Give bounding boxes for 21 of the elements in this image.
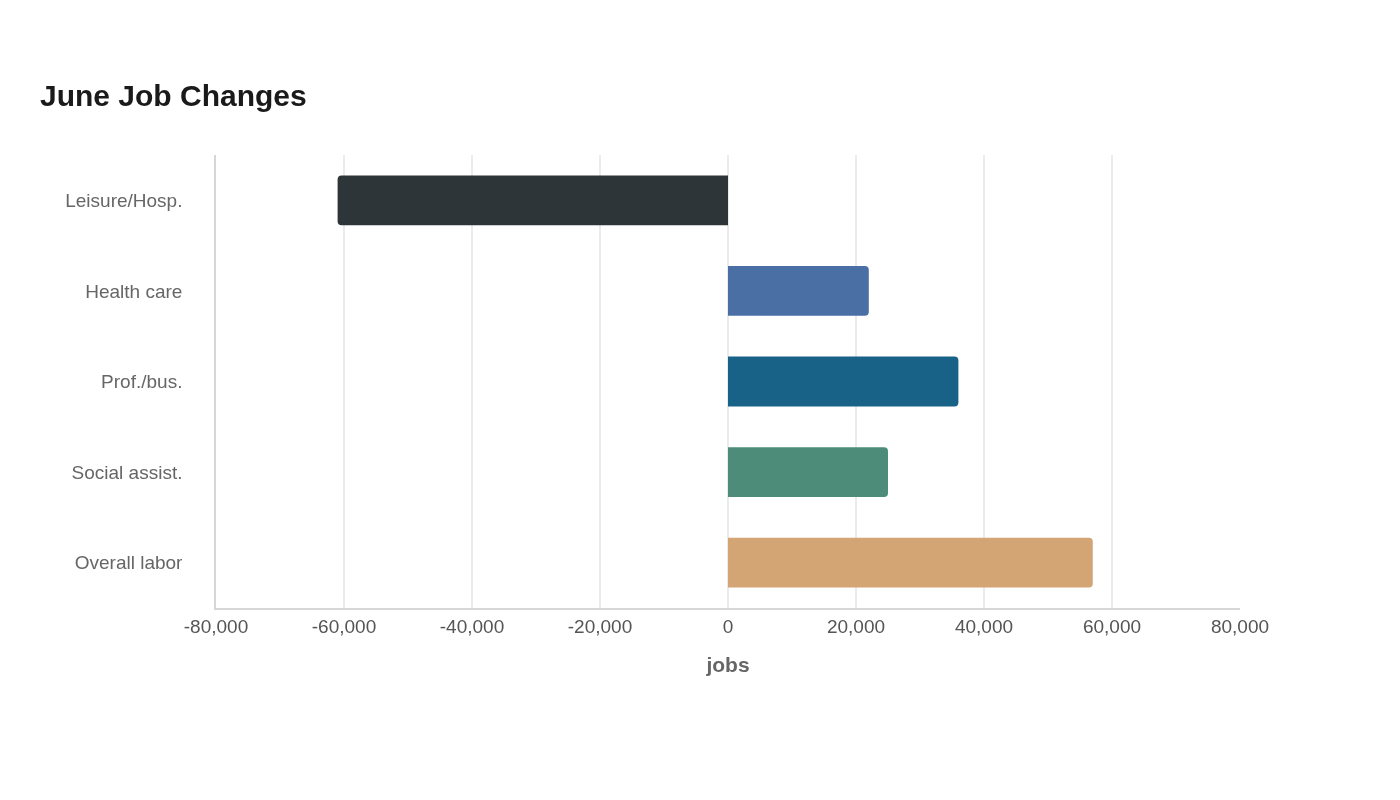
x-axis-title: jobs xyxy=(705,653,750,677)
y-tick-label: Social assist. xyxy=(71,461,183,483)
x-tick-label: 0 xyxy=(722,615,734,637)
x-tick-label: 40,000 xyxy=(954,615,1014,637)
x-tick-label: 60,000 xyxy=(1082,615,1142,637)
x-tick-label: -80,000 xyxy=(183,615,249,637)
bar xyxy=(728,447,888,498)
x-tick-label: 80,000 xyxy=(1210,615,1270,637)
bar xyxy=(728,537,1093,588)
x-tick-label: -20,000 xyxy=(567,615,633,637)
x-tick-label: -40,000 xyxy=(439,615,505,637)
y-tick-label: Prof./bus. xyxy=(101,371,183,393)
x-tick-label: -60,000 xyxy=(311,615,377,637)
x-tick-label: 20,000 xyxy=(826,615,886,637)
bar xyxy=(337,175,728,226)
y-tick-label: Leisure/Hosp. xyxy=(65,189,183,211)
chart-title: June Job Changes xyxy=(40,78,307,112)
y-tick-label: Health care xyxy=(85,280,183,302)
bar xyxy=(728,265,869,316)
y-tick-label: Overall labor xyxy=(74,552,184,574)
bar xyxy=(728,356,959,407)
